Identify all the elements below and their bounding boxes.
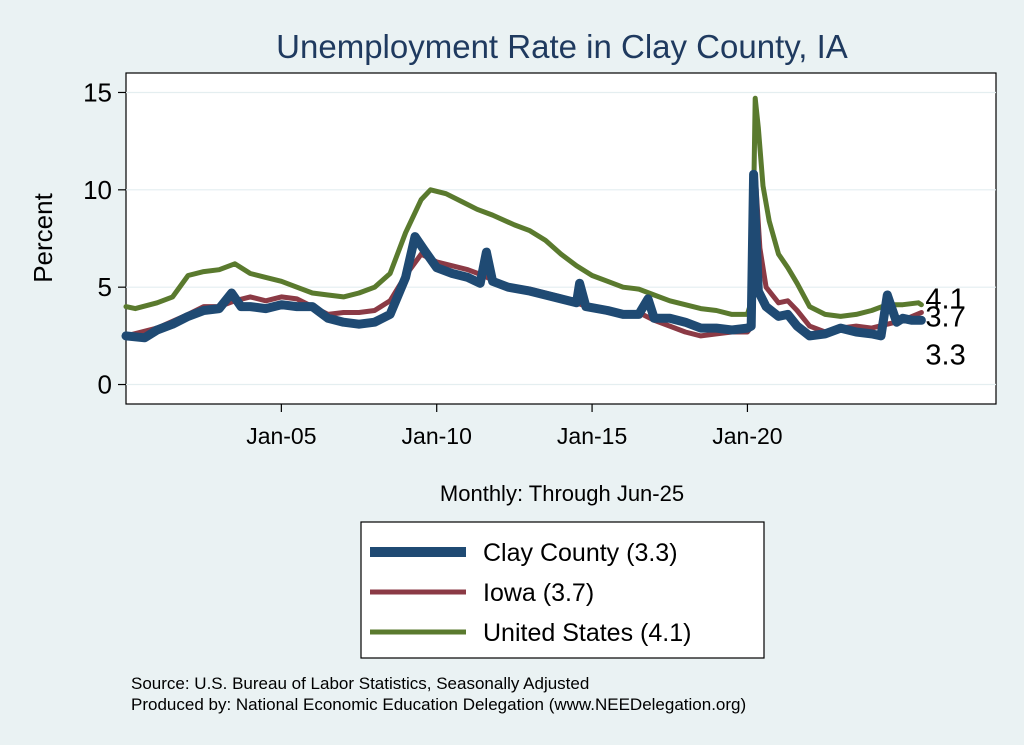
series-line-united-states (123, 95, 924, 319)
legend-label-iowa: Iowa (3.7) (483, 579, 594, 607)
end-label-united-states: 4.1 (925, 284, 965, 316)
series-lines (121, 95, 926, 343)
series-line-clay-county (121, 169, 926, 343)
y-tick-label: 10 (83, 175, 112, 205)
end-label-iowa: 3.7 (925, 301, 965, 333)
grid-lines (126, 91, 996, 386)
x-axis-ticks: Jan-05 Jan-10 Jan-15 Jan-20 (246, 404, 783, 449)
y-tick-label: 0 (98, 370, 112, 400)
x-tick-label: Jan-05 (246, 423, 316, 449)
y-tick-label: 5 (98, 272, 112, 302)
end-value-labels: 4.13.7 3.3 (925, 284, 965, 372)
plot-area (125, 72, 997, 405)
x-tick-label: Jan-10 (402, 423, 472, 449)
legend-label-clay-county: Clay County (3.3) (483, 539, 678, 567)
producer-line: Produced by: National Economic Education… (131, 695, 746, 714)
y-axis-ticks: 0 5 10 15 (83, 77, 126, 400)
legend-label-united-states: United States (4.1) (483, 619, 691, 647)
legend: Clay County (3.3) Iowa (3.7) United Stat… (360, 521, 765, 659)
x-axis-label: Monthly: Through Jun-25 (440, 481, 684, 506)
chart-title: Unemployment Rate in Clay County, IA (276, 28, 848, 65)
y-axis-label: Percent (28, 192, 58, 282)
source-line: Source: U.S. Bureau of Labor Statistics,… (131, 674, 589, 693)
x-tick-label: Jan-20 (712, 423, 782, 449)
end-label-clay-county: 3.3 (925, 339, 965, 371)
y-tick-label: 15 (83, 77, 112, 107)
x-tick-label: Jan-15 (557, 423, 627, 449)
